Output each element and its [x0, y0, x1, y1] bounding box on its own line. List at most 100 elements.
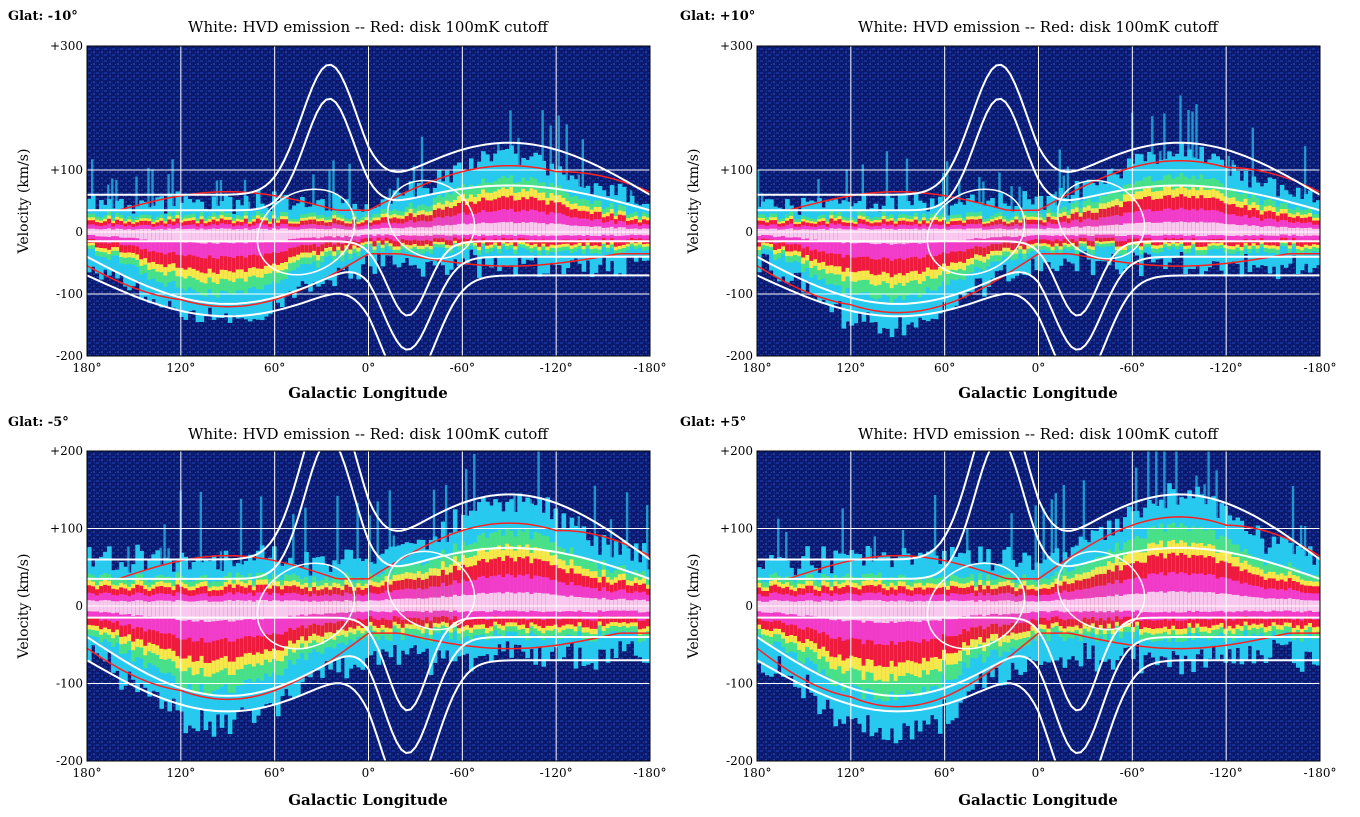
emission-strip: [247, 229, 253, 243]
emission-strip: [966, 600, 971, 617]
emission-strip: [247, 600, 253, 620]
emission-strip: [328, 601, 333, 614]
emission-strip: [889, 228, 895, 245]
emission-strip: [889, 600, 895, 622]
emission-strip: [316, 229, 321, 239]
emission-strip: [135, 229, 140, 239]
emission-strip: [316, 601, 321, 615]
emission-strip: [793, 601, 798, 615]
emission-spike: [593, 485, 597, 550]
emission-strip: [103, 229, 108, 237]
emission-strip: [877, 600, 883, 623]
emission-spike: [465, 469, 468, 529]
emission-strip: [921, 228, 927, 244]
emission-strip: [231, 600, 237, 622]
hvd-loop: [1056, 179, 1146, 260]
emission-strip: [1139, 593, 1144, 613]
x-tick-label: 120°: [836, 361, 865, 375]
emission-strip: [633, 599, 639, 611]
emission-strip: [970, 228, 975, 240]
emission-spike: [509, 110, 512, 160]
emission-strip: [304, 228, 309, 238]
emission-spike: [537, 451, 540, 513]
emission-spike: [1163, 113, 1166, 160]
emission-strip: [877, 229, 883, 244]
emission-spike: [388, 188, 391, 206]
emission-spike: [557, 115, 560, 173]
emission-strip: [191, 601, 197, 622]
x-tick-label: 180°: [743, 766, 772, 780]
emission-strip: [1006, 600, 1011, 615]
emission-strip: [219, 601, 225, 621]
emission-spike: [978, 176, 981, 206]
emission-strip: [765, 601, 770, 613]
emission-strip: [817, 601, 822, 618]
emission-strip: [227, 600, 233, 622]
emission-strip: [175, 600, 181, 620]
emission-strip: [1163, 221, 1168, 235]
emission-strip: [1215, 594, 1220, 612]
emission-strip: [251, 601, 257, 620]
emission-strip: [1287, 598, 1293, 611]
emission-strip: [1082, 226, 1088, 235]
emission-strip: [469, 594, 474, 612]
emission-strip: [159, 228, 164, 242]
emission-strip: [561, 595, 567, 612]
emission-strip: [950, 229, 955, 241]
emission-strip: [841, 229, 847, 244]
panel-4: Glat: +5° White: HVD emission -- Red: dis…: [680, 415, 1336, 809]
plot-area: [757, 451, 1320, 761]
emission-strip: [312, 600, 317, 614]
emission-spike: [292, 514, 295, 565]
emission-strip: [805, 229, 810, 239]
emission-strip: [219, 228, 225, 243]
emission-strip: [549, 223, 555, 236]
emission-strip: [509, 221, 514, 235]
emission-strip: [1090, 597, 1096, 611]
y-tick-label: 0: [75, 225, 83, 239]
emission-strip: [147, 229, 152, 241]
emission-strip: [1291, 228, 1297, 235]
emission-strip: [235, 600, 241, 621]
emission-strip: [797, 601, 802, 616]
emission-strip: [348, 229, 353, 237]
emission-strip: [593, 598, 599, 613]
emission-strip: [970, 600, 975, 616]
emission-strip: [565, 596, 571, 612]
hvd-contour: [87, 97, 650, 212]
emission-spike: [757, 170, 760, 210]
emission-strip: [360, 601, 366, 613]
emission-strip: [581, 226, 587, 236]
emission-spike: [761, 193, 764, 210]
emission-strip: [420, 598, 426, 613]
y-tick-label: 0: [75, 599, 83, 613]
emission-strip: [1098, 225, 1104, 235]
x-tick-label: 120°: [166, 766, 195, 780]
emission-strip: [448, 225, 454, 236]
emission-spike: [336, 495, 339, 570]
y-tick-label: -200: [56, 349, 83, 363]
emission-strip: [601, 597, 607, 612]
emission-strip: [340, 601, 345, 613]
emission-strip: [123, 229, 128, 238]
emission-spike: [1179, 95, 1182, 157]
disk-cutoff-upper: [87, 522, 650, 580]
emission-spike: [304, 507, 307, 569]
emission-strip: [1255, 597, 1261, 612]
plot-area: [757, 46, 1320, 356]
y-tick-label: -200: [726, 754, 753, 768]
emission-strip: [933, 228, 939, 243]
emission-strip: [1070, 226, 1076, 236]
x-axis-label: Galactic Longitude: [288, 791, 448, 809]
emission-strip: [1275, 598, 1281, 612]
panel-2: Glat: +10° White: HVD emission -- Red: di…: [680, 9, 1336, 402]
emission-strip: [432, 225, 438, 235]
emission-strip: [761, 601, 766, 613]
emission-strip: [905, 229, 911, 244]
emission-spike: [1303, 526, 1307, 566]
emission-strip: [1203, 592, 1208, 612]
emission-strip: [962, 229, 967, 241]
emission-spike: [958, 179, 961, 210]
emission-strip: [597, 599, 603, 611]
emission-spike: [127, 546, 130, 575]
